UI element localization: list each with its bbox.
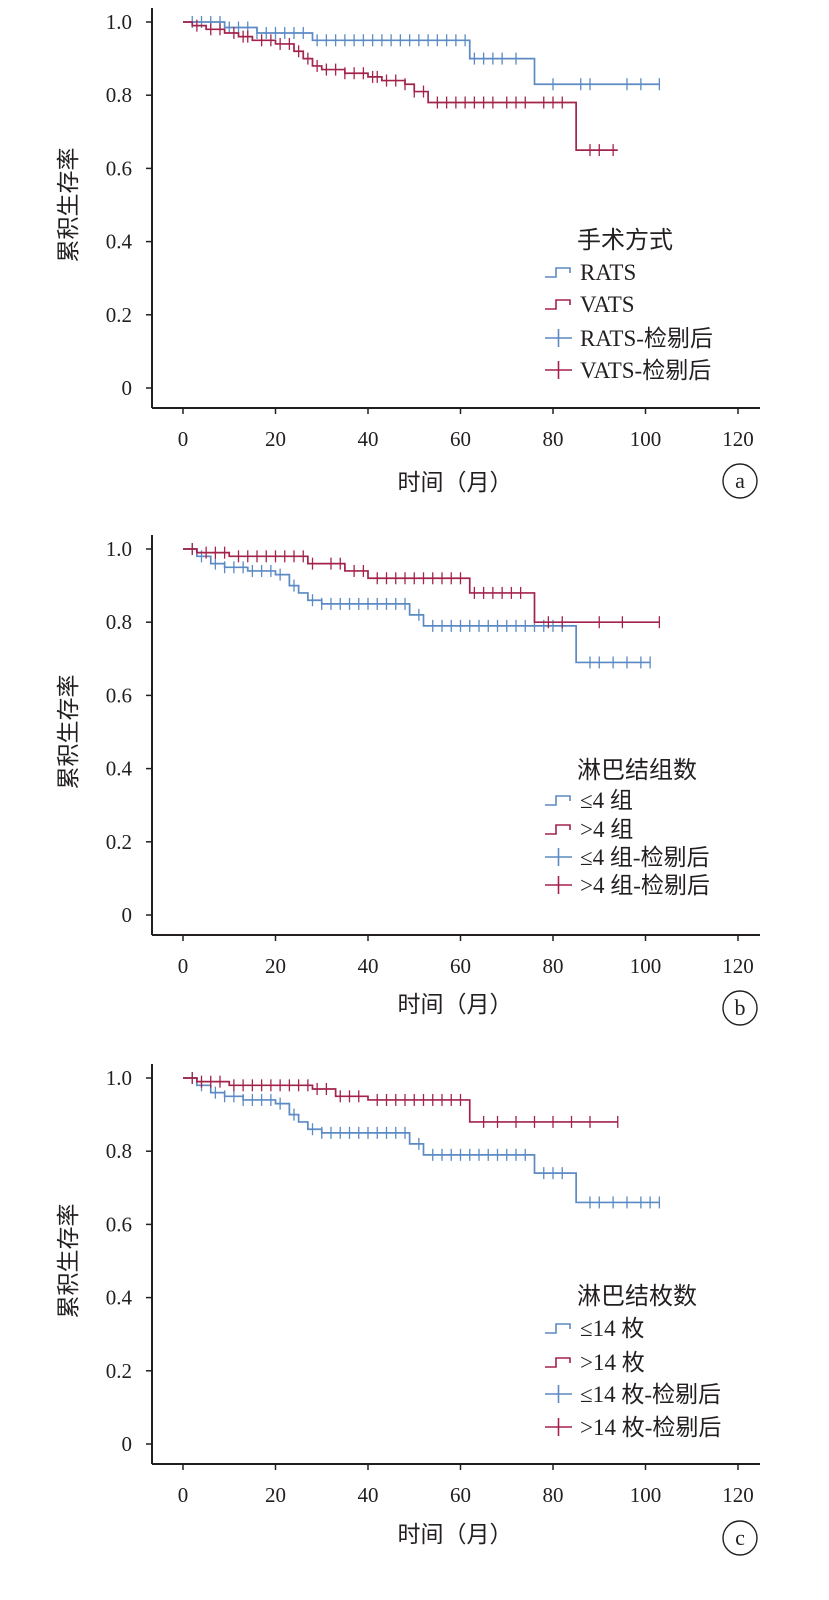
survival-curve-blue — [183, 21, 660, 86]
x-tick-label: 0 — [178, 1483, 189, 1507]
x-tick-label: 80 — [543, 427, 564, 451]
panel-label: b — [735, 995, 746, 1020]
y-tick-label: 0.4 — [106, 1286, 133, 1310]
legend-entry-label: >4 组-检剔后 — [580, 873, 710, 898]
legend-title: 淋巴结枚数 — [577, 1283, 697, 1310]
survival-chart-c: 1.0 0.8 0.6 0.4 0.2 0 0 20 40 60 80 100 120 累积生存率时间（月… — [56, 1064, 760, 1556]
legend-entry-label: RATS — [580, 260, 636, 285]
y-tick-label: 0 — [122, 376, 133, 400]
x-tick-label: 20 — [265, 1483, 286, 1507]
y-tick-label: 1.0 — [106, 10, 132, 34]
survival-chart-a: 1.0 0.8 0.6 0.4 0.2 0 0 20 40 60 80 100 120 累积生存率时间（月… — [56, 8, 760, 499]
survival-curve-red — [183, 1077, 618, 1123]
x-axis-title: 时间（月） — [398, 470, 513, 495]
x-tick-label: 20 — [265, 954, 286, 978]
y-tick-label: 0.2 — [106, 830, 132, 854]
x-tick-label: 120 — [722, 427, 754, 451]
x-tick-label: 100 — [630, 954, 662, 978]
y-axis-title: 累积生存率 — [56, 1204, 81, 1319]
x-tick-label: 40 — [358, 427, 379, 451]
x-tick-label: 100 — [630, 427, 662, 451]
x-tick-label: 60 — [450, 427, 471, 451]
y-tick-label: 1.0 — [106, 1066, 132, 1090]
legend-step-icon — [545, 1357, 571, 1368]
y-tick-label: 0.2 — [106, 303, 132, 327]
y-tick-label: 0.6 — [106, 156, 132, 180]
x-axis-title: 时间（月） — [398, 992, 513, 1017]
legend-entry-label: >14 枚-检剔后 — [580, 1415, 721, 1440]
y-tick-label: 0 — [122, 1432, 133, 1456]
x-tick-label: 60 — [450, 954, 471, 978]
y-tick-label: 0.8 — [106, 83, 132, 107]
y-tick-label: 0.2 — [106, 1359, 132, 1383]
y-tick-label: 0.4 — [106, 757, 133, 781]
y-tick-label: 1.0 — [106, 537, 132, 561]
y-tick-label: 0 — [122, 903, 133, 927]
y-tick-label: 0.8 — [106, 610, 132, 634]
legend-entry-label: VATS-检剔后 — [580, 358, 711, 383]
legend-entry-label: >14 枚 — [580, 1350, 645, 1375]
y-tick-label: 0.6 — [106, 683, 132, 707]
y-tick-label: 0.8 — [106, 1139, 132, 1163]
legend-step-icon — [545, 299, 571, 310]
legend-entry-label: ≤14 枚-检剔后 — [580, 1382, 721, 1407]
panel-label: c — [735, 1525, 745, 1550]
legend-entry-label: ≤14 枚 — [580, 1316, 644, 1341]
survival-curve-red — [183, 21, 618, 151]
x-tick-label: 0 — [178, 427, 189, 451]
legend-entry-label: ≤4 组 — [580, 788, 633, 813]
legend-step-icon — [545, 1323, 571, 1334]
legend-entry-label: >4 组 — [580, 817, 633, 842]
legend-entry-label: RATS-检剔后 — [580, 326, 713, 351]
panel-label-circle — [722, 463, 758, 499]
x-tick-label: 80 — [543, 1483, 564, 1507]
panel-label-circle — [722, 1520, 758, 1556]
survival-curve-blue — [183, 1077, 660, 1204]
x-axis-title: 时间（月） — [398, 1522, 513, 1547]
survival-curve-red — [183, 548, 660, 624]
panel-label: a — [735, 468, 745, 493]
x-tick-label: 40 — [358, 954, 379, 978]
survival-chart-b: 1.0 0.8 0.6 0.4 0.2 0 0 20 40 60 80 100 120 累积生存率时间（月… — [56, 535, 760, 1026]
y-axis-title: 累积生存率 — [56, 675, 81, 790]
y-tick-label: 0.4 — [106, 230, 133, 254]
panel-label-circle — [722, 990, 758, 1026]
legend-step-icon — [545, 267, 571, 278]
x-tick-label: 100 — [630, 1483, 662, 1507]
legend-entry-label: VATS — [580, 292, 635, 317]
x-tick-label: 40 — [358, 1483, 379, 1507]
x-tick-label: 0 — [178, 954, 189, 978]
legend-step-icon — [545, 824, 571, 835]
legend-entry-label: ≤4 组-检剔后 — [580, 845, 710, 870]
legend-title: 手术方式 — [577, 227, 673, 254]
x-tick-label: 80 — [543, 954, 564, 978]
legend-title: 淋巴结组数 — [577, 757, 697, 784]
legend-step-icon — [545, 795, 571, 806]
x-tick-label: 20 — [265, 427, 286, 451]
x-tick-label: 120 — [722, 954, 754, 978]
x-tick-label: 60 — [450, 1483, 471, 1507]
y-axis-title: 累积生存率 — [56, 148, 81, 263]
y-tick-label: 0.6 — [106, 1212, 132, 1236]
survival-curve-blue — [183, 548, 651, 664]
x-tick-label: 120 — [722, 1483, 754, 1507]
